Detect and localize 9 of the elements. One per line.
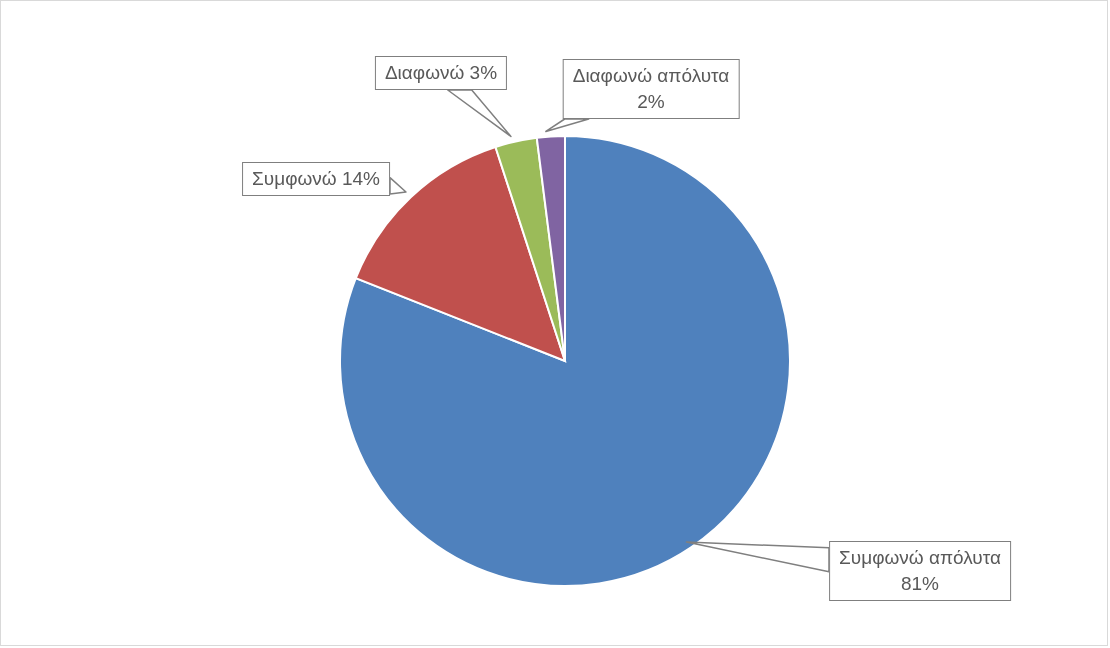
data-label: 14%: [341, 168, 380, 189]
slice-label: Συμφωνώ απόλυτα: [839, 547, 1001, 568]
data-label: 81%: [900, 573, 940, 594]
slice-label: Συμφωνώ: [252, 168, 337, 189]
pie-slice: [339, 135, 791, 587]
data-label: 2%: [637, 91, 665, 112]
slice-label: Διαφωνώ απόλυτα: [572, 65, 730, 86]
slice-label: Διαφωνώ: [384, 62, 465, 83]
data-label: 3%: [469, 62, 498, 83]
